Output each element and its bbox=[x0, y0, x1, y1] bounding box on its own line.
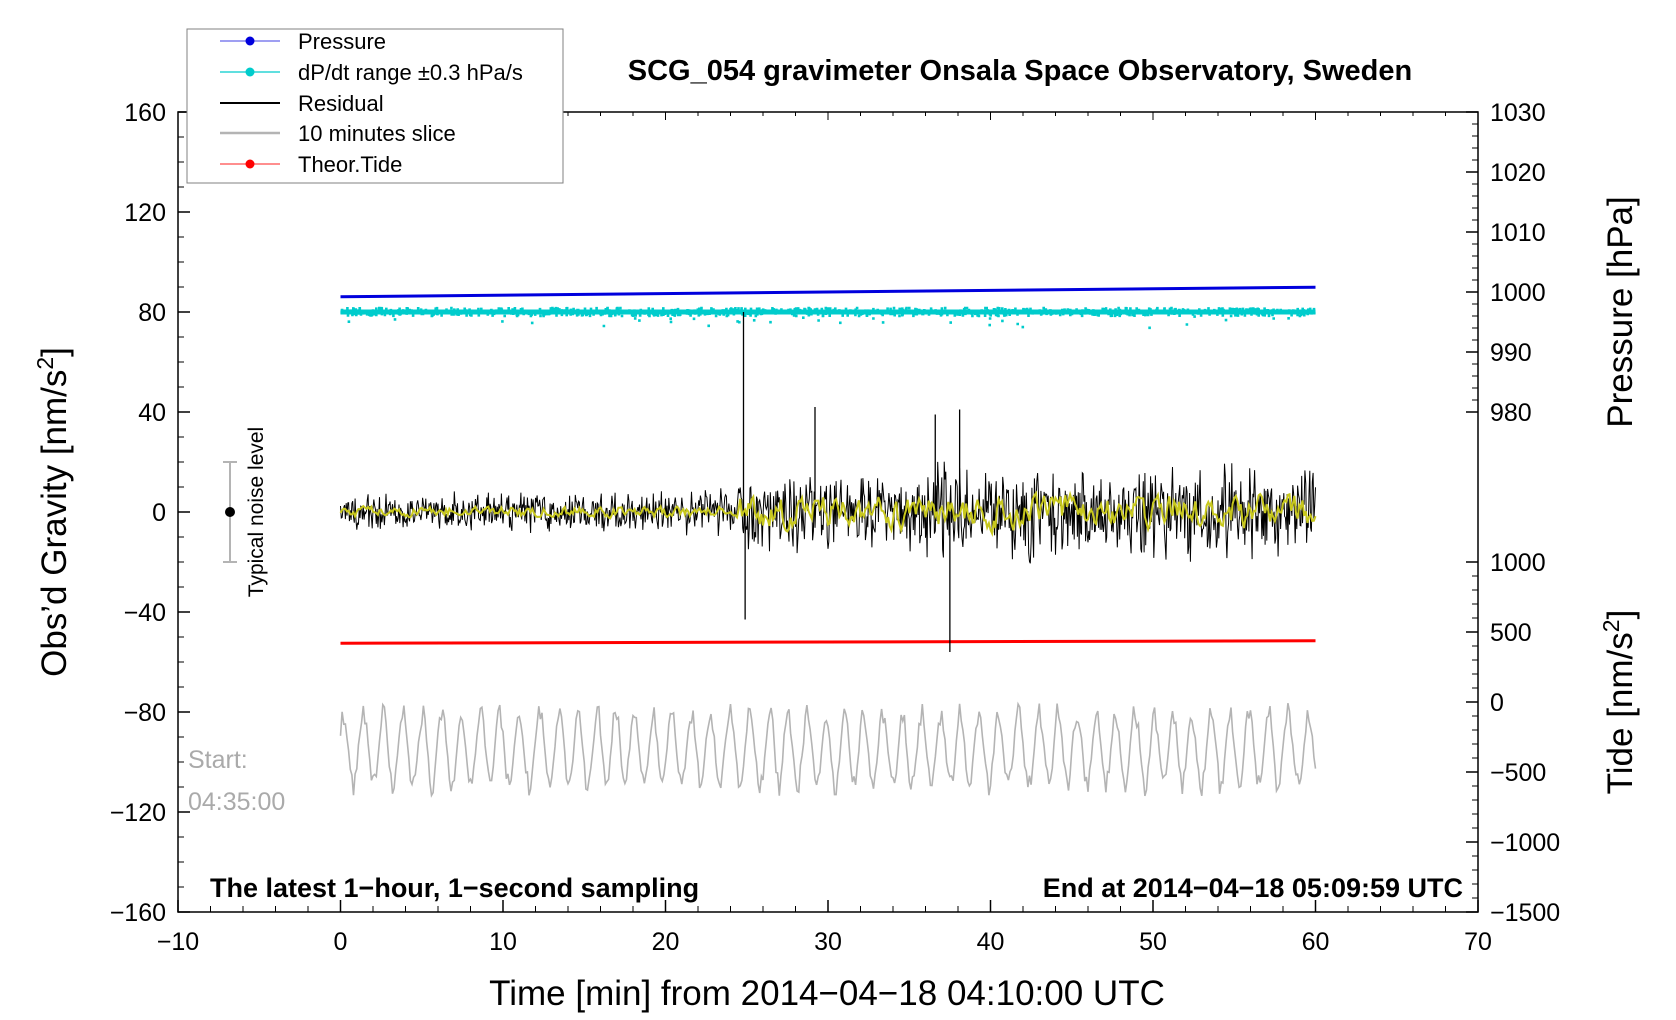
y-tick-label: 80 bbox=[138, 299, 166, 327]
tide-tick-label: 0 bbox=[1490, 689, 1504, 717]
x-tick-label: 70 bbox=[1464, 928, 1492, 956]
x-tick-label: 30 bbox=[814, 928, 842, 956]
x-tick-label: −10 bbox=[157, 928, 199, 956]
legend-label: dP/dt range ±0.3 hPa/s bbox=[298, 60, 523, 85]
y-tick-label: −160 bbox=[110, 899, 166, 927]
y-axis-label-left: Obs’d Gravity [nm/s2] bbox=[32, 347, 74, 677]
x-axis: −10 0 10 20 30 40 50 60 70 bbox=[157, 112, 1492, 956]
pressure-tick-label: 1010 bbox=[1490, 219, 1546, 247]
pressure-tick-label: 1000 bbox=[1490, 279, 1546, 307]
slice-series-line bbox=[339, 701, 1317, 798]
y-axis-label-pressure: Pressure [hPa] bbox=[1601, 196, 1640, 428]
y-axis-left: 160 120 80 40 0 −40 −80 −120 −160 bbox=[110, 99, 190, 927]
y-tick-label: 0 bbox=[152, 499, 166, 527]
y-tick-label: −80 bbox=[124, 699, 166, 727]
x-tick-label: 10 bbox=[489, 928, 517, 956]
y-axis-label-tide: Tide [nm/s2] bbox=[1598, 610, 1640, 795]
y-tick-label: 40 bbox=[138, 399, 166, 427]
legend-item-tide: Theor.Tide bbox=[220, 152, 402, 177]
legend-box bbox=[186, 28, 564, 184]
y-tick-label: 160 bbox=[124, 99, 166, 127]
legend-item-pressure: Pressure bbox=[220, 29, 386, 54]
legend-label: Residual bbox=[298, 91, 384, 116]
pressure-tick-label: 990 bbox=[1490, 339, 1532, 367]
x-tick-label: 50 bbox=[1139, 928, 1167, 956]
annotation-bottom-left: The latest 1−hour, 1−second sampling bbox=[210, 873, 699, 903]
y-tick-label: −40 bbox=[124, 599, 166, 627]
y-axis-tide: 1000 500 0 −500 −1000 −1500 bbox=[1466, 549, 1560, 927]
legend-label: 10 minutes slice bbox=[298, 121, 456, 146]
pressure-tick-label: 980 bbox=[1490, 399, 1532, 427]
x-tick-label: 60 bbox=[1302, 928, 1330, 956]
slice-start-label: Start: bbox=[188, 746, 248, 774]
tide-tick-label: 500 bbox=[1490, 619, 1532, 647]
x-axis-label: Time [min] from 2014−04−18 04:10:00 UTC bbox=[489, 974, 1165, 1013]
annotation-bottom-right: End at 2014−04−18 05:09:59 UTC bbox=[1043, 873, 1463, 903]
legend-item-dpdt: dP/dt range ±0.3 hPa/s bbox=[220, 60, 523, 85]
dpdt-series-points bbox=[340, 306, 1316, 330]
y-axis-pressure: 1030 1020 1010 1000 990 980 bbox=[1466, 99, 1546, 427]
y-tick-label: 120 bbox=[124, 199, 166, 227]
tide-series-line bbox=[340, 639, 1316, 645]
legend: Pressure dP/dt range ±0.3 hPa/s Residual… bbox=[186, 28, 564, 184]
legend-item-slice: 10 minutes slice bbox=[220, 121, 456, 146]
legend-marker bbox=[245, 67, 255, 77]
pressure-tick-label: 1030 bbox=[1490, 99, 1546, 127]
pressure-tick-label: 1020 bbox=[1490, 159, 1546, 187]
noise-level-dot bbox=[225, 507, 235, 517]
legend-label: Theor.Tide bbox=[298, 152, 402, 177]
tide-tick-label: −500 bbox=[1490, 759, 1546, 787]
tide-tick-label: −1000 bbox=[1490, 829, 1560, 857]
pressure-series-line bbox=[340, 285, 1316, 299]
legend-item-residual: Residual bbox=[220, 91, 384, 116]
x-tick-label: 20 bbox=[652, 928, 680, 956]
noise-level-marker: Typical noise level bbox=[223, 427, 268, 597]
x-tick-label: 40 bbox=[977, 928, 1005, 956]
tide-tick-label: −1500 bbox=[1490, 899, 1560, 927]
legend-marker bbox=[245, 36, 255, 46]
legend-marker bbox=[245, 159, 255, 169]
tide-tick-label: 1000 bbox=[1490, 549, 1546, 577]
legend-label: Pressure bbox=[298, 29, 386, 54]
noise-level-label: Typical noise level bbox=[245, 427, 268, 597]
x-tick-label: 0 bbox=[334, 928, 348, 956]
chart-title: SCG_054 gravimeter Onsala Space Observat… bbox=[628, 55, 1412, 87]
filtered-residual-line bbox=[339, 490, 1317, 538]
slice-start-time: 04:35:00 bbox=[188, 788, 285, 816]
series-layer bbox=[339, 285, 1317, 798]
y-tick-label: −120 bbox=[110, 799, 166, 827]
